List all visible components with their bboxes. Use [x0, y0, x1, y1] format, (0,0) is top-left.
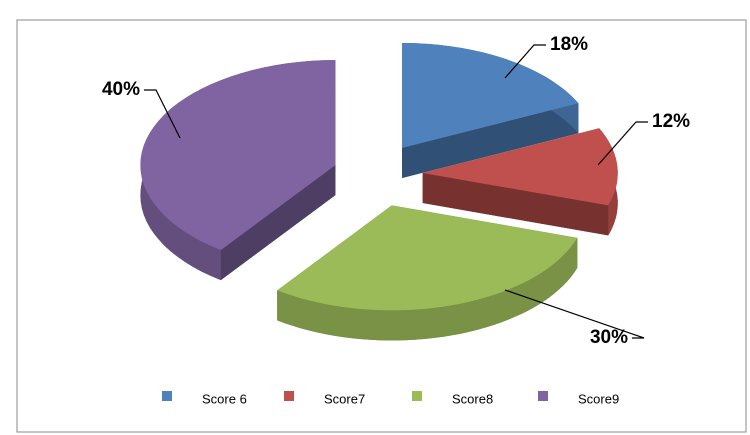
slice-top: [277, 205, 578, 311]
slice: [422, 128, 618, 236]
slice: [140, 60, 336, 281]
leader-line: [144, 89, 181, 139]
data-label: 18%: [550, 34, 588, 55]
slice-side: [402, 103, 579, 178]
legend-label: Score7: [324, 391, 365, 406]
data-label: 30%: [590, 327, 628, 348]
legend-label: Score 6: [202, 391, 247, 406]
legend-swatch: [412, 391, 422, 401]
legend-swatch: [162, 391, 172, 401]
data-label: 40%: [102, 79, 140, 100]
slice: [277, 205, 578, 341]
legend-label: Score9: [578, 391, 619, 406]
leader-line: [597, 121, 648, 166]
slice-side: [220, 165, 336, 281]
slice: [402, 43, 579, 178]
slice-top: [402, 43, 579, 148]
slice-wall: [277, 237, 578, 341]
legend-swatch: [538, 391, 548, 401]
legend-label: Score8: [452, 391, 493, 406]
slice-top: [422, 128, 618, 206]
leader-line: [504, 289, 645, 339]
slice-side: [422, 173, 609, 236]
data-label: 12%: [652, 111, 690, 132]
legend-swatch: [284, 391, 294, 401]
slice-top: [140, 60, 336, 251]
leader-line: [504, 44, 546, 79]
